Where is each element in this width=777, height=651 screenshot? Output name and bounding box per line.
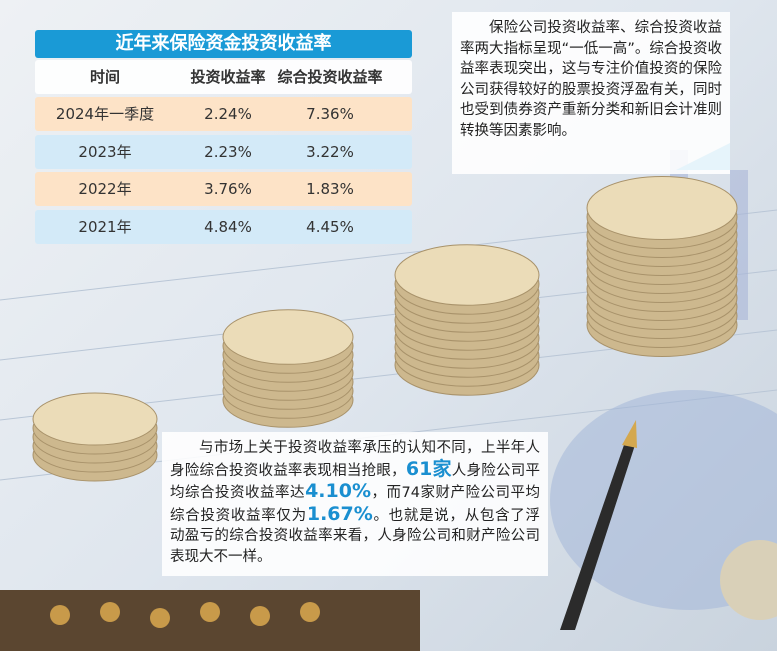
- table-cell: 2023年: [78, 143, 132, 161]
- table-row: 2024年一季度 2.24% 7.36%: [35, 97, 412, 131]
- coin: [586, 176, 738, 240]
- note-top: 保险公司投资收益率、综合投资收益率两大指标呈现“一低一高”。综合投资收益率表现突…: [452, 12, 730, 174]
- header-cell: 时间: [89, 68, 121, 86]
- table-row: 2023年 2.23% 3.22%: [35, 135, 412, 169]
- note-text: 。也就是说，从包含了浮动盈亏的综合投资收益率来看，人身险公司和财产险公司表现大不…: [170, 507, 541, 565]
- coin: [222, 309, 354, 365]
- table-cell: 2021年: [78, 218, 132, 236]
- table-row: 2021年 4.84% 4.45%: [35, 210, 412, 244]
- coin: [394, 244, 540, 306]
- highlight-text: 61家: [405, 457, 452, 480]
- note-bottom: 与市场上关于投资收益率承压的认知不同，上半年人身险综合投资收益率表现相当抢眼，6…: [162, 432, 548, 576]
- table-cell: 7.36%: [306, 105, 354, 123]
- table-cell: 2.23%: [204, 143, 252, 161]
- highlight-text: 4.10%: [305, 480, 371, 502]
- header-cell: 投资收益率: [190, 68, 266, 86]
- highlight-text: 1.67%: [306, 502, 373, 525]
- header-cell: 综合投资收益率: [277, 68, 383, 86]
- note-text: 人身险公司平均综合投资收益率达: [170, 462, 541, 502]
- coin: [32, 392, 158, 446]
- table-row: 2022年 3.76% 1.83%: [35, 172, 412, 206]
- table-title: 近年来保险资金投资收益率: [35, 30, 412, 58]
- table-cell: 2024年一季度: [55, 105, 155, 123]
- table-cell: 4.84%: [204, 218, 252, 236]
- table-cell: 1.83%: [306, 180, 354, 198]
- note-text: 与市场上关于投资收益率承压的认知不同，上半年人身险综合投资收益率表现相当抢眼，: [170, 440, 540, 479]
- note-text: ，而74家财产险公司平均综合投资收益率仅为: [170, 485, 541, 524]
- table-cell: 3.76%: [204, 180, 252, 198]
- table-cell: 2.24%: [204, 105, 252, 123]
- table-cell: 4.45%: [306, 218, 354, 236]
- table-cell: 3.22%: [306, 143, 354, 161]
- header-row: 时间 投资收益率 综合投资收益率: [35, 60, 412, 94]
- table-cell: 2022年: [78, 180, 132, 198]
